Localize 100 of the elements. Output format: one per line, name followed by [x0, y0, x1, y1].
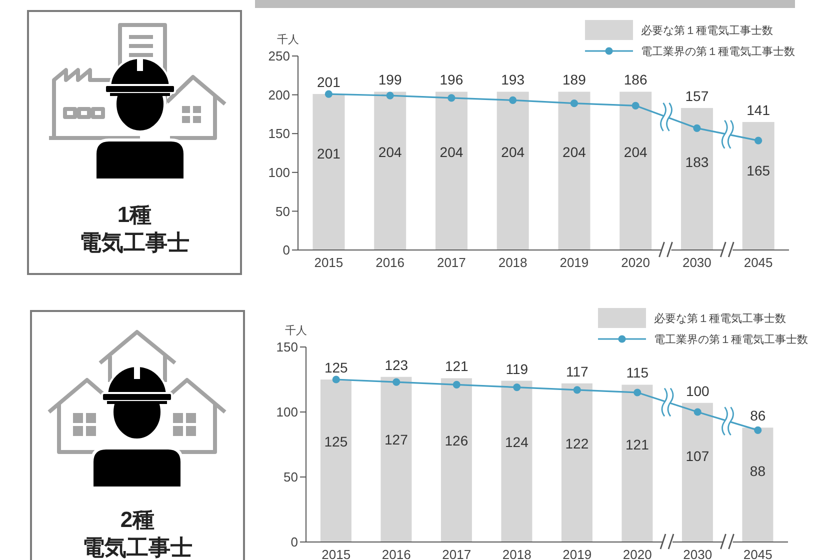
x-tick-label: 2019	[560, 255, 589, 270]
x-tick-label: 2030	[682, 255, 712, 270]
data-label: 86	[750, 408, 766, 424]
y-tick-label: 200	[268, 87, 290, 102]
point	[332, 376, 340, 384]
bar	[558, 92, 590, 250]
data-label: 125	[324, 360, 348, 376]
y-tick-label: 50	[284, 470, 298, 485]
data-label: 126	[444, 432, 468, 448]
point	[324, 90, 332, 98]
bar	[742, 428, 774, 542]
data-label: 100	[686, 382, 710, 399]
data-label: 186	[624, 72, 648, 88]
bar	[561, 383, 592, 542]
bar	[374, 92, 406, 250]
data-label: 204	[624, 144, 648, 160]
data-label: 196	[440, 72, 464, 88]
data-label: 204	[501, 144, 525, 160]
point	[573, 386, 581, 394]
bar	[742, 122, 774, 250]
bar	[622, 384, 653, 542]
legend-label: 電工業界の第１種電気工事士数	[654, 334, 808, 346]
bar	[380, 376, 412, 542]
text: 2種	[120, 507, 155, 532]
x-tick-label: 2018	[498, 255, 528, 270]
data-label: 183	[685, 154, 709, 170]
point	[694, 408, 702, 416]
data-label: 127	[384, 432, 408, 448]
data-label: 201	[317, 145, 341, 162]
data-label: 122	[565, 436, 589, 452]
x-tick-label: 2015	[322, 547, 351, 560]
bar	[312, 94, 345, 250]
point	[693, 124, 701, 132]
data-label: 204	[378, 144, 402, 160]
x-tick-label: 2016	[382, 547, 411, 560]
point	[452, 380, 460, 388]
y-tick-label: 150	[276, 340, 298, 355]
y-tick-label: 50	[276, 204, 290, 219]
bar	[620, 92, 652, 250]
y-tick-label: 0	[290, 534, 298, 550]
point	[392, 378, 400, 386]
x-tick-label: 2045	[744, 255, 773, 270]
x-tick-label: 2017	[436, 255, 466, 270]
data-label: 165	[746, 162, 770, 179]
legend-label: 必要な第１種電気工事士数	[641, 24, 773, 36]
data-label: 123	[384, 356, 408, 373]
bar	[320, 380, 352, 542]
point	[754, 136, 762, 144]
point	[386, 92, 394, 100]
data-label: 201	[317, 74, 341, 90]
data-label: 189	[562, 72, 586, 88]
point	[634, 388, 642, 396]
x-tick-label: 2017	[442, 547, 472, 560]
point	[570, 100, 578, 108]
x-tick-label: 2015	[314, 255, 344, 270]
bar	[682, 402, 713, 542]
y-tick-label: 0	[282, 242, 290, 258]
data-label: 107	[686, 448, 710, 464]
x-tick-label: 2020	[621, 255, 650, 270]
data-label: 119	[506, 360, 528, 377]
data-label: 115	[626, 364, 649, 381]
data-label: 121	[444, 358, 469, 374]
bar	[501, 380, 532, 542]
text: 電気工事士	[82, 535, 192, 560]
point	[632, 102, 640, 110]
y-tick-label: 150	[268, 126, 290, 142]
data-label: 204	[440, 144, 464, 160]
x-tick-label: 2018	[502, 547, 532, 560]
point	[448, 94, 456, 102]
point	[509, 96, 517, 104]
data-label: 193	[501, 72, 525, 88]
text: 電気工事士	[80, 230, 190, 255]
data-label: 157	[685, 88, 709, 104]
data-label: 204	[562, 144, 586, 160]
y-tick-label: 100	[268, 165, 290, 180]
point	[513, 384, 521, 392]
x-tick-label: 2019	[562, 547, 592, 560]
bar	[496, 92, 529, 250]
text: 1種	[117, 202, 152, 227]
x-tick-label: 2016	[376, 255, 405, 270]
bar	[680, 108, 713, 250]
data-label: 124	[505, 434, 529, 450]
x-tick-label: 2030	[683, 547, 712, 560]
y-axis-title: 千人	[285, 325, 307, 337]
point	[754, 426, 762, 434]
x-tick-label: 2045	[743, 547, 772, 560]
bar	[440, 378, 472, 542]
data-label: 141	[746, 102, 770, 118]
data-label: 125	[324, 433, 348, 450]
data-label: 88	[750, 463, 766, 480]
legend-label: 電工業界の第１種電気工事士数	[641, 46, 795, 58]
bar	[435, 92, 468, 250]
y-axis-title: 千人	[277, 34, 299, 46]
data-label: 117	[566, 363, 588, 380]
data-label: 199	[378, 72, 402, 88]
y-tick-label: 100	[276, 404, 298, 420]
x-tick-label: 2020	[622, 547, 652, 560]
legend-label: 必要な第１種電気工事士数	[654, 312, 786, 324]
data-label: 121	[626, 436, 650, 452]
y-tick-label: 250	[268, 48, 290, 64]
